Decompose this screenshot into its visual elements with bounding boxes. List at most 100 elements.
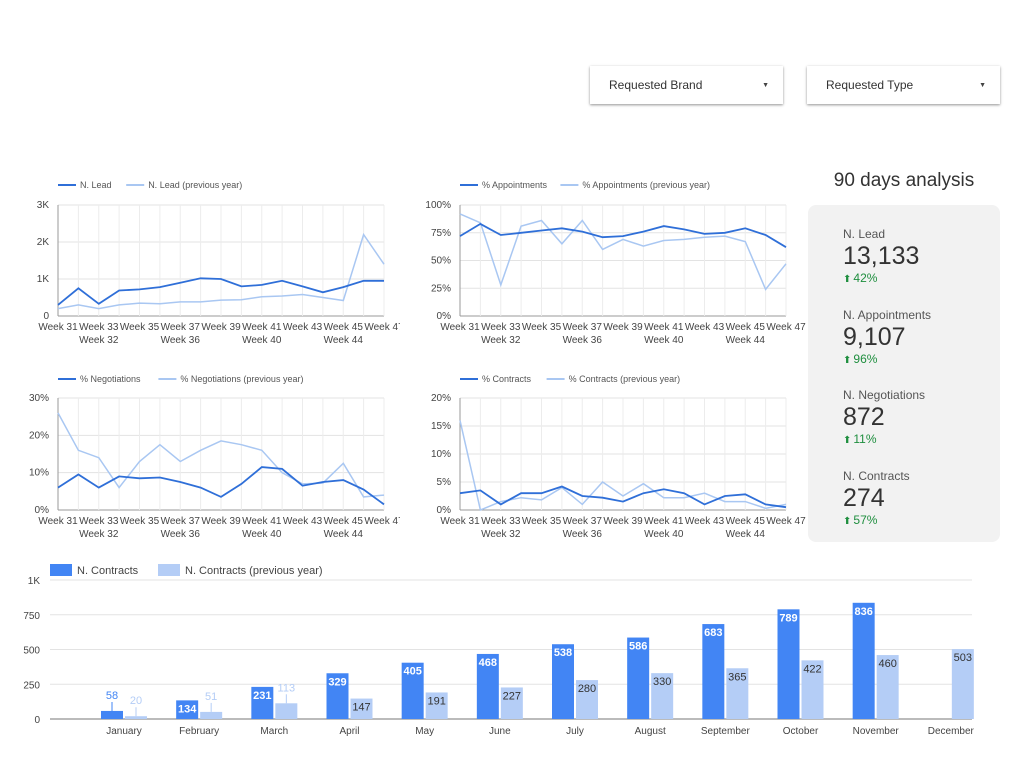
x-tick-label: Week 32 (79, 335, 119, 346)
kpi-delta: ⬆ 11% (843, 432, 925, 446)
y-tick-label: 1K (28, 576, 41, 587)
y-tick-label: 20% (29, 430, 49, 441)
y-tick-label: 500 (23, 646, 40, 657)
x-tick-label: Week 39 (201, 516, 241, 527)
x-tick-label: Week 47 (766, 322, 806, 333)
kpi-value: 872 (843, 403, 885, 431)
kpi-name: N. Contracts (843, 469, 910, 483)
x-tick-label: Week 39 (603, 516, 643, 527)
x-tick-label: Week 35 (522, 322, 562, 333)
data-label: 586 (629, 641, 647, 653)
bar-previous (951, 649, 974, 719)
x-tick-label: Week 44 (726, 529, 766, 540)
legend-label: % Negotiations (80, 374, 141, 384)
bar-current (326, 673, 349, 719)
data-label: 329 (328, 676, 346, 688)
data-label: 365 (728, 671, 746, 683)
legend-label: N. Contracts (previous year) (185, 565, 323, 577)
bar-previous (801, 660, 824, 719)
bar-current (476, 653, 499, 719)
x-tick-label: February (179, 726, 219, 737)
legend-label: % Negotiations (previous year) (180, 374, 303, 384)
data-label: 20 (130, 695, 142, 707)
monthly-contracts-bar-chart: N. Contracts N. Contracts (previous year)… (23, 564, 975, 737)
kpi-delta-value: 11% (853, 432, 877, 446)
series-line-current (459, 222, 787, 248)
requested-brand-filter[interactable]: Requested Brand ▼ (590, 66, 783, 104)
bar-current (702, 624, 725, 719)
x-tick-label: Week 43 (283, 322, 323, 333)
y-tick-label: 0 (34, 715, 40, 726)
x-tick-label: Week 36 (563, 335, 603, 346)
x-tick-label: Week 36 (563, 529, 603, 540)
kpi-delta: ⬆ 96% (843, 352, 931, 366)
data-label: 134 (178, 703, 197, 715)
x-tick-label: Week 41 (644, 322, 684, 333)
bar-current (552, 644, 574, 719)
data-label: 460 (878, 658, 896, 670)
bar-previous (500, 687, 523, 719)
series-line-current (57, 277, 384, 306)
data-label: 58 (106, 690, 118, 702)
x-tick-label: May (415, 726, 434, 737)
y-tick-label: 5% (437, 477, 452, 488)
x-tick-label: Week 45 (324, 516, 364, 527)
data-label: 789 (779, 612, 797, 624)
bar-previous (576, 680, 598, 719)
appointments-line-chart: % Appointments % Appointments (previous y… (425, 180, 806, 346)
data-label: 422 (803, 663, 821, 675)
series-line-current (57, 466, 385, 506)
data-label: 280 (578, 683, 596, 695)
legend-label: % Contracts (482, 374, 532, 384)
x-tick-label: Week 37 (161, 322, 201, 333)
x-tick-label: Week 32 (481, 529, 521, 540)
arrow-up-icon: ⬆ (843, 435, 852, 446)
x-tick-label: Week 41 (242, 516, 282, 527)
series-line-current (459, 485, 787, 509)
x-tick-label: Week 40 (242, 335, 282, 346)
arrow-up-icon: ⬆ (843, 355, 852, 366)
x-tick-label: Week 36 (161, 335, 201, 346)
y-tick-label: 250 (23, 680, 40, 691)
y-tick-label: 0% (437, 311, 452, 322)
data-label: 405 (403, 666, 421, 678)
chevron-down-icon: ▼ (762, 81, 769, 89)
legend-label: % Appointments (482, 180, 548, 190)
x-tick-label: Week 44 (324, 529, 364, 540)
kpi-appointments: N. Appointments 9,107 ⬆ 96% (843, 308, 931, 366)
x-tick-label: September (701, 726, 751, 737)
data-label: 503 (954, 652, 972, 664)
kpi-delta-value: 96% (853, 352, 878, 366)
kpi-delta-value: 42% (853, 271, 878, 285)
bar-current (101, 710, 123, 719)
y-tick-label: 20% (431, 393, 451, 404)
series-line-previous (459, 420, 787, 512)
bar-current (777, 609, 800, 719)
kpi-lead: N. Lead 13,133 ⬆ 42% (843, 227, 919, 285)
x-tick-label: Week 40 (242, 529, 282, 540)
data-label: 683 (704, 627, 722, 639)
requested-brand-label: Requested Brand (609, 78, 703, 92)
x-tick-label: Week 41 (242, 322, 282, 333)
x-tick-label: Week 47 (364, 516, 400, 527)
data-label: 836 (854, 606, 872, 618)
legend-label: N. Lead (previous year) (148, 180, 242, 190)
x-tick-label: Week 43 (685, 322, 725, 333)
y-tick-label: 0 (43, 311, 49, 322)
contracts-line-chart: % Contracts % Contracts (previous year) 0%… (431, 374, 806, 540)
x-tick-label: December (928, 726, 975, 737)
requested-type-filter[interactable]: Requested Type ▼ (807, 66, 1000, 104)
bar-previous (726, 668, 749, 719)
x-tick-label: Week 44 (324, 335, 364, 346)
x-tick-label: January (106, 726, 142, 737)
bar-previous (125, 716, 147, 719)
x-tick-label: Week 31 (440, 322, 480, 333)
arrow-up-icon: ⬆ (843, 274, 852, 285)
x-tick-label: Week 41 (644, 516, 684, 527)
legend-label: % Contracts (previous year) (569, 374, 681, 384)
data-label: 147 (352, 702, 370, 714)
bar-current (627, 637, 650, 719)
legend-label: % Appointments (previous year) (582, 180, 710, 190)
y-tick-label: 15% (431, 421, 451, 432)
data-label: 227 (503, 690, 521, 702)
